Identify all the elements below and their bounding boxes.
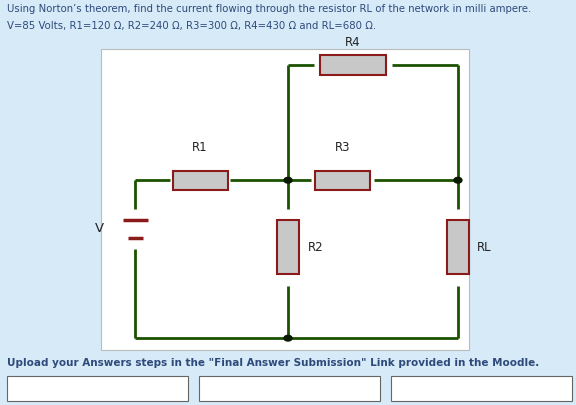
FancyBboxPatch shape — [391, 376, 572, 401]
Text: V: V — [94, 222, 104, 235]
FancyBboxPatch shape — [7, 376, 188, 401]
FancyBboxPatch shape — [316, 171, 370, 190]
FancyBboxPatch shape — [447, 220, 469, 275]
FancyBboxPatch shape — [173, 171, 228, 190]
Text: V=85 Volts, R1=120 Ω, R2=240 Ω, R3=300 Ω, R4=430 Ω and RL=680 Ω.: V=85 Volts, R1=120 Ω, R2=240 Ω, R3=300 Ω… — [7, 21, 376, 31]
Circle shape — [284, 335, 292, 341]
Text: Using Norton’s theorem, find the current flowing through the resistor RL of the : Using Norton’s theorem, find the current… — [7, 4, 531, 14]
Circle shape — [454, 177, 462, 183]
Text: R1: R1 — [192, 141, 208, 154]
Text: R4: R4 — [345, 36, 361, 49]
Circle shape — [284, 177, 292, 183]
Text: R2: R2 — [308, 241, 324, 254]
FancyBboxPatch shape — [277, 220, 299, 275]
Text: R3: R3 — [335, 141, 350, 154]
Text: RL: RL — [477, 241, 491, 254]
FancyBboxPatch shape — [199, 376, 380, 401]
FancyBboxPatch shape — [320, 55, 386, 75]
Text: Upload your Answers steps in the "Final Answer Submission" Link provided in the : Upload your Answers steps in the "Final … — [7, 358, 539, 368]
FancyBboxPatch shape — [101, 49, 469, 350]
